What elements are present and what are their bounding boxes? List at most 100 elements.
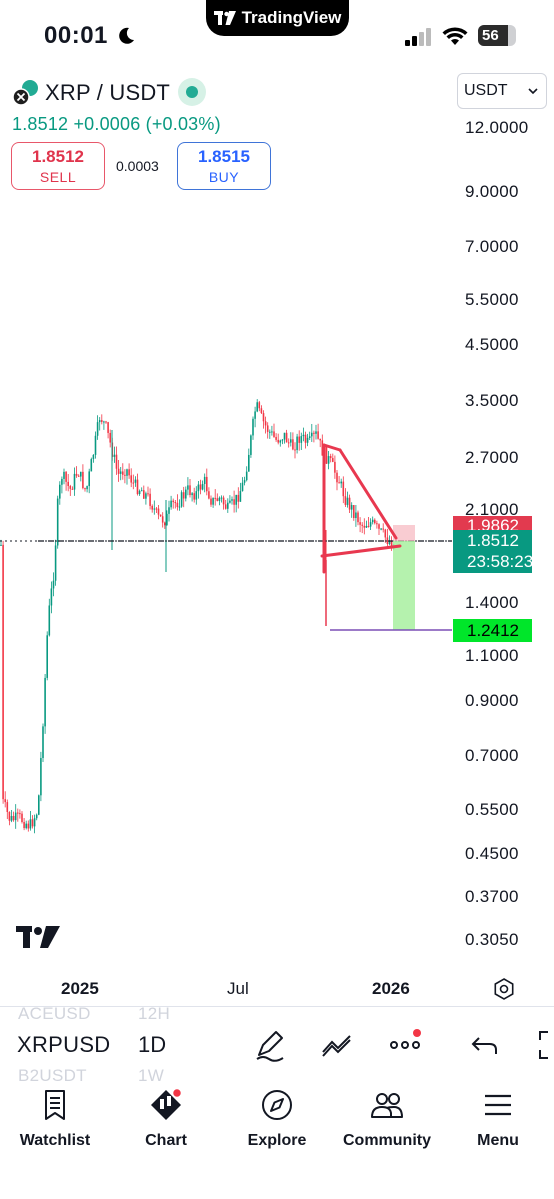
position-risk-zone xyxy=(393,525,415,541)
candle-body xyxy=(283,432,286,440)
nav-chart-label: Chart xyxy=(145,1132,187,1149)
candle-body xyxy=(298,436,300,443)
y-tick: 0.3050 xyxy=(465,930,519,949)
currency-select[interactable]: USDT xyxy=(457,73,547,109)
candle-body xyxy=(143,490,145,499)
candle-body xyxy=(159,514,162,517)
target-price-tag: 1.2412 xyxy=(453,619,532,642)
candle-body xyxy=(44,677,46,727)
app-name: TradingView xyxy=(241,8,342,27)
candle-body xyxy=(317,431,319,439)
buy-price: 1.8515 xyxy=(198,147,250,166)
candle-body xyxy=(241,482,244,492)
more-tools-icon[interactable] xyxy=(388,1028,422,1062)
next-interval[interactable]: 1W xyxy=(138,1066,165,1085)
candle-body xyxy=(119,471,122,474)
candle-body xyxy=(315,431,317,434)
candle-body xyxy=(269,431,271,433)
candle-body xyxy=(105,421,107,423)
candle-body xyxy=(300,436,303,443)
candle-body xyxy=(365,525,368,528)
candle-body xyxy=(185,489,187,499)
candle-body xyxy=(191,493,193,496)
undo-icon[interactable] xyxy=(468,1028,502,1062)
candle-body xyxy=(48,605,51,636)
candle-body xyxy=(237,494,240,502)
candle-body xyxy=(107,422,109,433)
nav-watchlist[interactable]: Watchlist xyxy=(5,1088,105,1150)
triangle-drawing xyxy=(320,443,402,574)
y-tick: 0.9000 xyxy=(465,691,519,710)
y-tick: 0.7000 xyxy=(465,746,519,765)
current-symbol[interactable]: XRPUSD xyxy=(17,1032,111,1057)
candle-body xyxy=(61,478,63,485)
nav-community[interactable]: Community xyxy=(337,1088,437,1150)
notification-dot xyxy=(413,1029,421,1037)
candle-body xyxy=(319,438,321,441)
y-tick: 12.0000 xyxy=(465,118,529,137)
candle-body xyxy=(65,471,67,482)
price-change-pct: (+0.03%) xyxy=(145,114,221,134)
y-tick: 7.0000 xyxy=(465,237,519,256)
candle-body xyxy=(168,507,170,514)
y-tick: 0.5500 xyxy=(465,800,519,819)
moon-icon xyxy=(119,27,134,44)
candle-body xyxy=(273,431,275,437)
prev-symbol[interactable]: ACEUSD xyxy=(18,1004,91,1023)
candle-body xyxy=(103,421,105,423)
candle-body xyxy=(52,580,55,589)
trend-line-tools-icon[interactable] xyxy=(320,1028,354,1062)
candle-body xyxy=(151,505,153,510)
chart-settings-icon[interactable] xyxy=(493,978,515,1000)
candle-body xyxy=(290,439,292,443)
candle-body xyxy=(229,500,231,503)
app-pill: TradingView xyxy=(206,0,349,36)
buy-button[interactable]: 1.8515 BUY xyxy=(177,142,271,190)
candle-body xyxy=(130,475,132,483)
y-tick: 0.4500 xyxy=(465,844,519,863)
candle-body xyxy=(353,505,355,518)
candle-body xyxy=(182,492,185,499)
nav-watchlist-label: Watchlist xyxy=(19,1132,91,1149)
candle-body xyxy=(258,402,261,409)
candle-body xyxy=(325,446,328,464)
candle-body xyxy=(115,454,118,469)
candle-body xyxy=(155,508,158,510)
candle-body xyxy=(233,499,235,505)
nav-chart[interactable]: Chart xyxy=(116,1088,216,1150)
wifi-icon xyxy=(442,27,468,45)
candle-body xyxy=(327,456,330,464)
candle-body xyxy=(212,497,214,505)
candle-countdown: 23:58:23 xyxy=(467,552,534,571)
candle-body xyxy=(254,411,256,419)
candle-body xyxy=(199,484,202,490)
candle-body xyxy=(386,537,389,544)
candle-body xyxy=(235,494,237,505)
xrp-coin-icon[interactable] xyxy=(12,79,40,107)
position-reward-zone xyxy=(393,541,415,630)
candle-body xyxy=(86,486,88,490)
candle-body xyxy=(178,506,181,508)
current-interval[interactable]: 1D xyxy=(138,1032,167,1057)
sell-button[interactable]: 1.8512 SELL xyxy=(11,142,105,190)
next-symbol[interactable]: B2USDT xyxy=(18,1066,87,1085)
price-chart[interactable] xyxy=(0,200,452,970)
candle-body xyxy=(275,436,277,440)
nav-menu[interactable]: Menu xyxy=(448,1088,548,1150)
candle-body xyxy=(384,529,387,538)
nav-explore[interactable]: Explore xyxy=(227,1088,327,1150)
prev-interval[interactable]: 12H xyxy=(138,1004,171,1023)
candle-body xyxy=(80,471,82,477)
signal-icon xyxy=(405,28,431,46)
symbol-title[interactable]: XRP / USDT xyxy=(45,80,171,105)
candle-body xyxy=(189,485,191,496)
community-icon xyxy=(371,1093,403,1118)
fullscreen-icon[interactable] xyxy=(532,1028,554,1062)
nav-community-label: Community xyxy=(343,1132,431,1149)
price-change: +0.0006 xyxy=(73,114,141,134)
candle-body xyxy=(180,492,183,507)
candle-body xyxy=(340,481,342,484)
candle-body xyxy=(332,458,334,462)
drawing-pen-icon[interactable] xyxy=(253,1028,287,1062)
candle-body xyxy=(46,635,48,678)
